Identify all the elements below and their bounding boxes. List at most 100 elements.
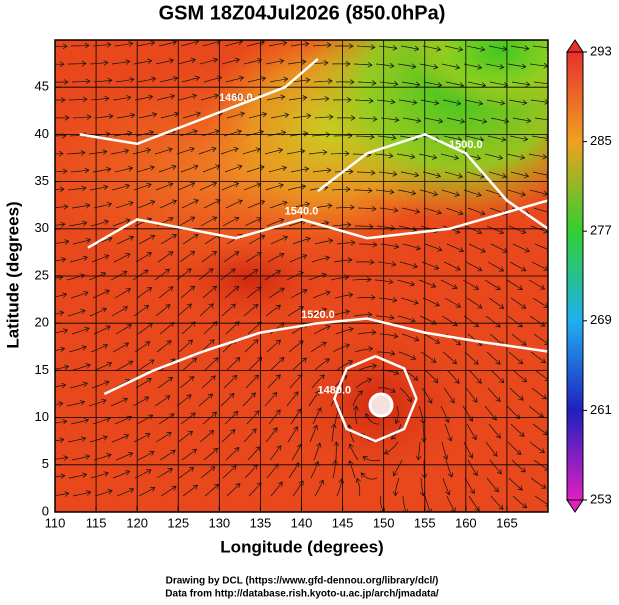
streamline (245, 251, 262, 263)
streamline (134, 94, 154, 101)
streamline (221, 57, 241, 65)
streamline (379, 207, 399, 213)
streamline (181, 321, 196, 335)
streamline (466, 45, 486, 52)
streamline (310, 341, 327, 353)
streamline (243, 182, 262, 191)
streamline (335, 79, 355, 85)
y-tick-label: 20 (35, 315, 49, 330)
streamline (90, 219, 109, 227)
streamline (55, 437, 65, 443)
streamline (399, 387, 412, 403)
streamline (353, 62, 373, 68)
streamline (442, 99, 462, 106)
streamline (443, 261, 461, 271)
streamline (55, 43, 68, 50)
streamline (468, 369, 482, 384)
streamline (464, 351, 479, 365)
x-tick-label: 145 (332, 515, 354, 530)
streamline (116, 360, 134, 371)
streamline (226, 111, 246, 119)
streamline (154, 268, 170, 281)
streamline (225, 321, 240, 335)
streamline (485, 441, 498, 457)
streamline (177, 181, 196, 191)
streamline (178, 467, 195, 479)
streamline (464, 99, 484, 106)
streamline (486, 225, 505, 235)
streamline (375, 314, 395, 321)
x-tick-label: 155 (414, 515, 436, 530)
streamline (467, 459, 478, 477)
streamline (204, 483, 220, 497)
streamline (397, 63, 417, 70)
streamline (179, 251, 196, 263)
streamline (182, 233, 199, 245)
streamline (402, 243, 421, 251)
streamline (358, 116, 378, 122)
streamline (510, 297, 527, 309)
streamline (200, 339, 215, 353)
streamline (157, 376, 174, 389)
streamline (221, 181, 240, 191)
streamline (401, 81, 421, 88)
streamline (512, 243, 530, 253)
x-axis-label: Longitude (degrees) (220, 537, 383, 556)
streamline (55, 186, 65, 193)
streamline (266, 339, 281, 353)
streamline (55, 97, 66, 103)
streamline (199, 429, 215, 443)
streamline (444, 423, 453, 442)
x-tick-label: 115 (86, 515, 107, 530)
streamline (444, 45, 464, 52)
streamline (490, 495, 504, 510)
streamline (467, 81, 487, 88)
y-tick-label: 15 (35, 362, 49, 377)
streamline (288, 462, 300, 479)
streamline (71, 78, 91, 85)
streamline (55, 150, 64, 157)
streamline (114, 41, 134, 47)
streamline (377, 387, 396, 393)
streamline (487, 135, 507, 142)
streamline (112, 342, 130, 353)
streamline (401, 207, 421, 214)
contour-line (103, 317, 548, 396)
streamline (248, 234, 266, 245)
streamline (55, 221, 66, 228)
streamline (490, 117, 510, 124)
streamline (465, 261, 483, 272)
streamline (160, 234, 177, 245)
colorbar-tick-label: 277 (590, 223, 612, 238)
streamline (111, 306, 128, 317)
streamline (290, 41, 310, 47)
streamline (223, 251, 240, 263)
streamline (114, 288, 131, 299)
streamline (132, 396, 150, 407)
streamline (530, 99, 548, 105)
streamline (335, 43, 354, 49)
colorbar-top (566, 39, 584, 53)
streamline (488, 297, 505, 309)
streamline (88, 149, 108, 155)
streamline (55, 204, 69, 210)
streamline (158, 40, 178, 47)
streamline (89, 307, 107, 317)
streamline (181, 199, 199, 209)
streamline (355, 133, 375, 140)
streamline (534, 369, 548, 381)
streamline (309, 424, 319, 443)
streamline (377, 350, 396, 356)
streamline (248, 356, 263, 371)
y-tick-label: 45 (35, 79, 49, 94)
streamline (176, 146, 195, 155)
contour-line (79, 57, 319, 146)
streamline (115, 200, 134, 209)
streamline (440, 153, 460, 161)
streamline (357, 329, 377, 336)
streamline (158, 164, 177, 173)
streamline (506, 279, 523, 290)
streamline (420, 99, 440, 106)
streamline (225, 75, 245, 83)
streamline (313, 324, 331, 335)
